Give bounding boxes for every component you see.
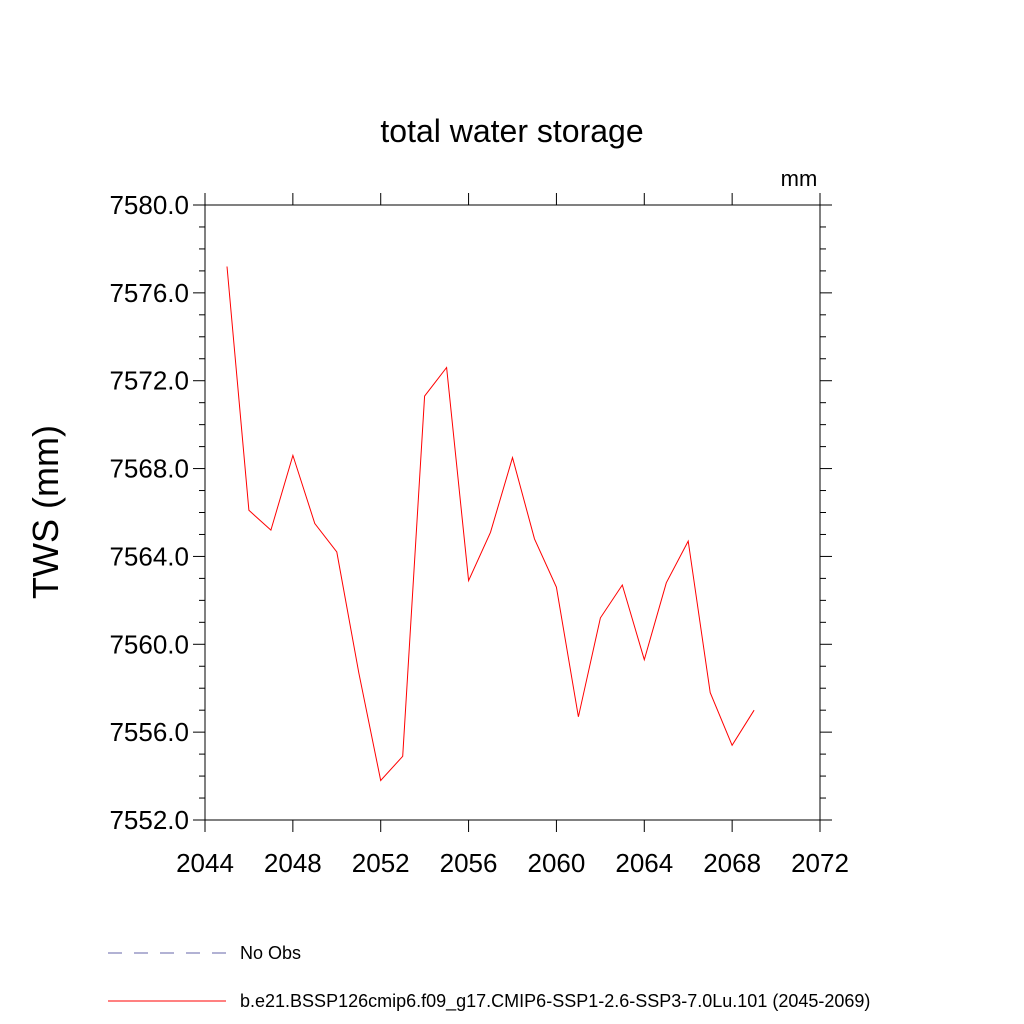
x-tick-label: 2064 xyxy=(615,848,673,878)
x-tick-label: 2056 xyxy=(440,848,498,878)
y-tick-label: 7580.0 xyxy=(109,190,189,220)
units-label: mm xyxy=(781,166,818,191)
y-tick-label: 7560.0 xyxy=(109,629,189,659)
legend-label-1: b.e21.BSSP126cmip6.f09_g17.CMIP6-SSP1-2.… xyxy=(240,991,870,1012)
y-tick-label: 7556.0 xyxy=(109,717,189,747)
x-tick-label: 2052 xyxy=(352,848,410,878)
y-axis-ticks: 7552.0 7556.0 7560.0 7564.0 7568.0 7572.0 7576… xyxy=(109,190,832,835)
y-tick-label: 7568.0 xyxy=(109,454,189,484)
y-tick-label: 7552.0 xyxy=(109,805,189,835)
y-tick-label: 7564.0 xyxy=(109,541,189,571)
x-tick-label: 2068 xyxy=(703,848,761,878)
plot-frame xyxy=(204,204,821,821)
y-axis-label: TWS (mm) xyxy=(25,425,66,599)
x-tick-label: 2044 xyxy=(176,848,234,878)
chart-title: total water storage xyxy=(380,113,643,149)
series-group xyxy=(226,266,755,782)
x-tick-label: 2072 xyxy=(791,848,849,878)
legend-label-0: No Obs xyxy=(240,943,301,963)
y-tick-label: 7572.0 xyxy=(109,366,189,396)
x-tick-label: 2048 xyxy=(264,848,322,878)
legend: No Obs b.e21.BSSP126cmip6.f09_g17.CMIP6-S… xyxy=(108,943,870,1012)
x-tick-label: 2060 xyxy=(528,848,586,878)
x-axis-ticks: 2044 2048 2052 2056 2060 2064 2068 2072 xyxy=(176,193,849,878)
series-line-1 xyxy=(226,266,755,782)
y-tick-label: 7576.0 xyxy=(109,278,189,308)
